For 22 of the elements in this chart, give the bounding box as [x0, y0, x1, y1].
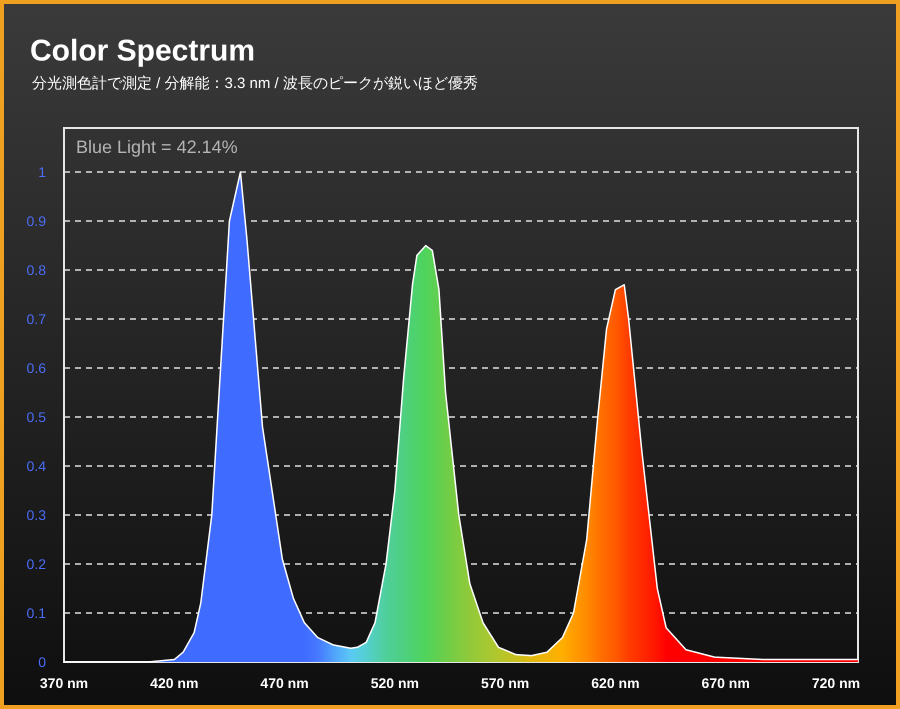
- x-tick-label: 720 nm: [812, 675, 860, 691]
- x-tick-label: 670 nm: [702, 675, 750, 691]
- x-tick-label: 420 nm: [150, 675, 198, 691]
- x-tick-label: 520 nm: [370, 675, 419, 691]
- x-tick-label: 370 nm: [40, 675, 88, 691]
- y-tick-label: 0: [38, 654, 46, 670]
- y-tick-label: 0.4: [26, 458, 46, 474]
- y-tick-label: 0.3: [26, 507, 46, 524]
- chart-title: Color Spectrum: [30, 34, 256, 68]
- y-tick-label: 0.9: [26, 213, 46, 230]
- chart-subtitle: 分光測色計で測定 / 分解能：3.3 nm / 波長のピークが鋭いほど優秀: [32, 75, 478, 92]
- x-tick-label: 570 nm: [480, 675, 530, 691]
- annotation: Blue Light = 42.14%: [76, 137, 238, 157]
- x-tick-label: 620 nm: [591, 675, 640, 691]
- y-tick-label: 0.5: [26, 409, 46, 426]
- y-tick-label: 1: [38, 164, 46, 180]
- y-tick-label: 0.7: [26, 311, 46, 328]
- y-tick-label: 0.8: [26, 262, 46, 278]
- y-tick-label: 0.6: [26, 360, 46, 376]
- y-tick-label: 0.1: [26, 605, 46, 622]
- y-tick-label: 0.2: [26, 556, 46, 572]
- x-tick-label: 470 nm: [260, 675, 309, 691]
